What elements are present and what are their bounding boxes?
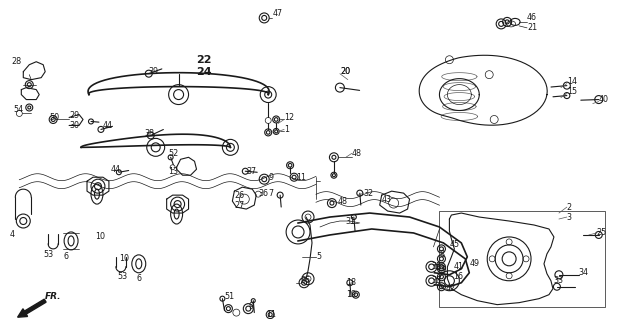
Text: 4: 4 [9, 230, 14, 239]
Text: 53: 53 [117, 272, 127, 281]
Text: 18: 18 [346, 278, 356, 287]
Text: 9: 9 [248, 302, 253, 311]
Text: 26: 26 [234, 191, 245, 200]
Text: 7: 7 [268, 188, 273, 198]
Text: 13: 13 [169, 167, 179, 176]
Text: 52: 52 [169, 149, 179, 158]
Text: 14: 14 [567, 77, 577, 86]
Text: FR.: FR. [45, 292, 61, 301]
Text: 53: 53 [43, 250, 53, 260]
Text: 32: 32 [364, 188, 374, 198]
Text: 15: 15 [567, 87, 577, 96]
Text: 42: 42 [445, 284, 456, 293]
Text: 24: 24 [196, 67, 212, 77]
Text: 54: 54 [13, 105, 23, 114]
Text: 38: 38 [145, 129, 155, 138]
Bar [440, 211, 604, 307]
Text: 29: 29 [69, 111, 80, 120]
Text: 50: 50 [49, 113, 60, 122]
Text: 44: 44 [103, 121, 113, 130]
Text: 34: 34 [579, 268, 589, 277]
Text: 31: 31 [346, 217, 356, 226]
Text: 47: 47 [272, 9, 282, 19]
Text: 1: 1 [284, 125, 289, 134]
Text: 3: 3 [567, 212, 572, 221]
Text: 20: 20 [340, 67, 350, 76]
Text: 35: 35 [431, 276, 441, 285]
Text: 10: 10 [119, 254, 129, 263]
Text: 6: 6 [63, 252, 68, 261]
Text: 36: 36 [300, 276, 310, 285]
Text: 51: 51 [224, 292, 234, 301]
Text: 45: 45 [450, 240, 460, 249]
Text: 41: 41 [453, 262, 463, 271]
Text: 30: 30 [69, 121, 79, 130]
Text: 33: 33 [553, 276, 563, 285]
Text: 37: 37 [246, 167, 256, 176]
Text: 11: 11 [266, 310, 277, 319]
Text: 21: 21 [527, 23, 537, 32]
Text: 12: 12 [284, 113, 294, 122]
Text: 11: 11 [296, 173, 306, 182]
Text: 40: 40 [599, 95, 609, 104]
Text: 36: 36 [258, 188, 268, 198]
Text: 8: 8 [440, 250, 445, 260]
Text: 46: 46 [527, 13, 537, 22]
Text: 10: 10 [95, 232, 105, 242]
Text: 2: 2 [567, 203, 572, 212]
Text: 28: 28 [11, 57, 21, 66]
Text: 35: 35 [431, 262, 441, 271]
Text: 19: 19 [346, 290, 356, 299]
Text: 6: 6 [137, 274, 142, 283]
Text: 43: 43 [382, 195, 392, 204]
Text: 48: 48 [338, 196, 348, 206]
FancyArrow shape [18, 299, 46, 317]
Text: 16: 16 [453, 272, 463, 281]
Text: 27: 27 [234, 201, 245, 210]
Text: 22: 22 [196, 55, 212, 65]
Text: 44: 44 [111, 165, 121, 174]
Text: 9: 9 [268, 173, 273, 182]
Text: 5: 5 [316, 252, 321, 261]
Text: 20: 20 [340, 67, 350, 76]
Text: 25: 25 [597, 228, 607, 237]
Text: 39: 39 [149, 67, 159, 76]
Text: 48: 48 [352, 149, 362, 158]
Text: 49: 49 [469, 259, 480, 268]
